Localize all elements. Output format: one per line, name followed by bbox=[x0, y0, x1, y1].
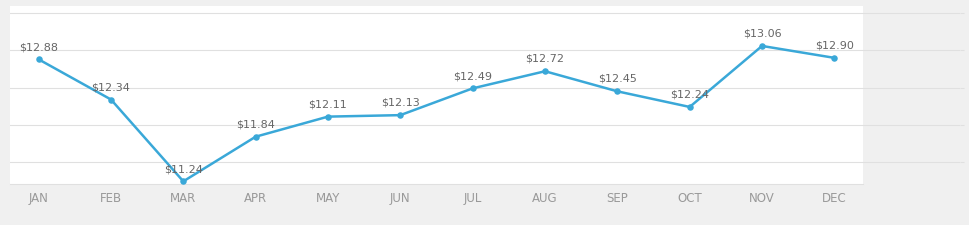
Text: $12.90: $12.90 bbox=[814, 40, 853, 50]
Point bbox=[248, 135, 264, 139]
Text: $13.06: $13.06 bbox=[742, 29, 781, 38]
Text: $12.45: $12.45 bbox=[597, 74, 636, 84]
Point bbox=[464, 87, 480, 91]
Point bbox=[31, 58, 47, 62]
Point bbox=[320, 115, 335, 119]
Point bbox=[609, 90, 624, 94]
Point bbox=[754, 45, 769, 49]
Point bbox=[103, 98, 118, 102]
Text: $11.84: $11.84 bbox=[236, 119, 275, 129]
Point bbox=[681, 106, 697, 109]
Text: $12.24: $12.24 bbox=[670, 89, 708, 99]
Point bbox=[826, 57, 841, 60]
Text: $12.13: $12.13 bbox=[381, 97, 420, 107]
Text: $12.49: $12.49 bbox=[453, 71, 491, 81]
Text: $12.11: $12.11 bbox=[308, 99, 347, 109]
Text: $12.72: $12.72 bbox=[525, 54, 564, 64]
Point bbox=[175, 180, 191, 183]
Text: $12.34: $12.34 bbox=[91, 82, 130, 92]
Point bbox=[392, 114, 408, 117]
Text: $11.24: $11.24 bbox=[164, 163, 203, 173]
Text: $12.88: $12.88 bbox=[19, 42, 58, 52]
Point bbox=[537, 70, 552, 74]
